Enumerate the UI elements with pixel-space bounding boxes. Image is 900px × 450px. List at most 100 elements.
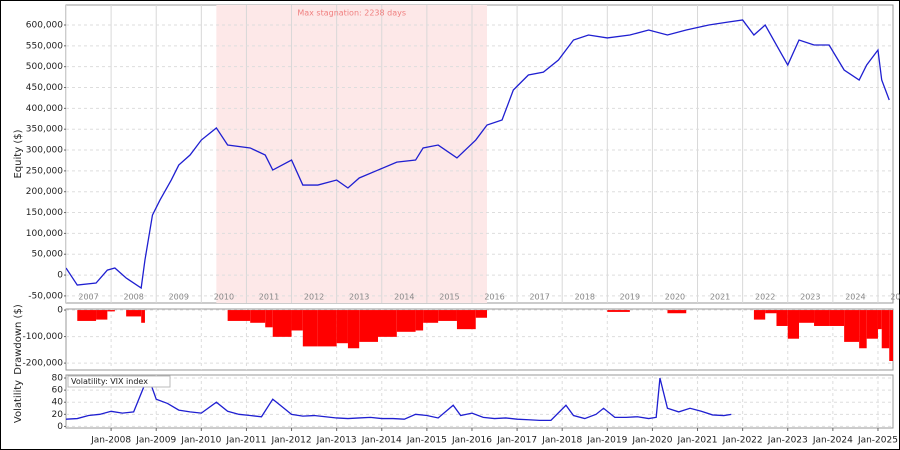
- x-tick-label: Jan-2012: [271, 436, 312, 446]
- drawdown-bar: [753, 310, 766, 320]
- plot-layer: [66, 309, 893, 370]
- y-axis-title: Equity ($): [13, 129, 24, 178]
- x-tick-label: Jan-2015: [406, 436, 447, 446]
- drawdown-bar: [881, 310, 890, 349]
- x-tick-label: Jan-2014: [361, 436, 402, 446]
- x-tick-label: Jan-2024: [812, 436, 853, 446]
- drawdown-bar: [475, 310, 488, 318]
- y-tick-label: 80: [52, 374, 64, 384]
- y-tick-label: 0: [57, 422, 63, 432]
- legend-entry: Volatility: VIX index: [71, 377, 148, 386]
- drawdown-bar: [302, 310, 318, 347]
- y-axis-title: Drawdown ($): [13, 304, 24, 375]
- drawdown-bar: [227, 310, 251, 321]
- drawdown-bar: [359, 310, 379, 342]
- drawdown-bar: [787, 310, 800, 339]
- drawdown-bar: [272, 310, 292, 337]
- x-tick-label: 2019: [620, 293, 640, 302]
- x-tick-label: 2023: [800, 293, 820, 302]
- drawdown-bar: [336, 310, 348, 344]
- drawdown-bar: [378, 310, 397, 337]
- drawdown-bar: [107, 310, 115, 312]
- y-tick-label: -50,000: [28, 291, 63, 301]
- y-axis-title: Volatility: [13, 380, 24, 423]
- x-tick-label: 2009: [169, 293, 189, 302]
- x-tick-label: 2007: [78, 293, 98, 302]
- x-tick-label: 2013: [349, 293, 369, 302]
- drawdown-bar: [347, 310, 360, 349]
- y-tick-label: -200,000: [23, 359, 64, 369]
- y-tick-label: 60: [52, 386, 64, 396]
- x-tick-label: Jan-2025: [857, 436, 898, 446]
- drawdown-bar: [96, 310, 108, 320]
- x-tick-label: 2011: [259, 293, 279, 302]
- y-tick-label: 500,000: [26, 62, 63, 72]
- x-tick-label: 2012: [304, 293, 324, 302]
- drawdown-bar: [317, 310, 337, 347]
- y-tick-label: 20: [52, 410, 64, 420]
- drawdown-bar: [265, 310, 273, 328]
- x-tick-label: 2021: [710, 293, 730, 302]
- drawdown-bar: [250, 310, 266, 323]
- drawdown-bar: [456, 310, 476, 330]
- plot-area: [65, 374, 894, 429]
- y-tick-label: 250,000: [26, 166, 63, 176]
- x-tick-label: Jan-2023: [767, 436, 808, 446]
- drawdown-bar: [889, 310, 893, 361]
- x-tick-label: Jan-2010: [180, 436, 221, 446]
- legend-box: [67, 375, 171, 388]
- y-tick-label: -100,000: [23, 332, 64, 342]
- plot-area: [65, 308, 894, 371]
- x-tick-label: Jan-2019: [586, 436, 627, 446]
- drawdown-bar: [423, 310, 439, 323]
- y-tick-label: 0: [57, 306, 63, 316]
- y-tick-label: 600,000: [26, 21, 63, 31]
- drawdown-bar: [844, 310, 860, 342]
- x-tick-label: 2016: [484, 293, 504, 302]
- y-tick-label: 450,000: [26, 83, 63, 93]
- y-tick-label: 550,000: [26, 41, 63, 51]
- stagnation-band: [216, 5, 488, 303]
- plot-layer: [66, 375, 893, 428]
- drawdown-bar: [765, 310, 777, 314]
- x-tick-label: 2017: [529, 293, 549, 302]
- drawdown-bar: [667, 310, 687, 314]
- x-tick-label: Jan-2017: [496, 436, 537, 446]
- stagnation-label: Max stagnation: 2238 days: [297, 9, 406, 18]
- x-tick-label: Jan-2018: [541, 436, 582, 446]
- x-tick-label: Jan-2022: [722, 436, 763, 446]
- x-tick-label: 2018: [575, 293, 595, 302]
- plot-layer: [66, 5, 893, 303]
- drawdown-bar: [607, 310, 630, 312]
- drawdown-bar: [141, 310, 145, 323]
- x-tick-label: 2014: [394, 293, 414, 302]
- drawdown-bar: [438, 310, 457, 321]
- drawdown-bar: [77, 310, 97, 321]
- drawdown-bar: [396, 310, 416, 332]
- drawdown-bar: [776, 310, 788, 326]
- y-tick-label: 100,000: [26, 229, 63, 239]
- x-tick-label: 2022: [755, 293, 775, 302]
- x-tick-label: 2020: [665, 293, 685, 302]
- y-tick-label: 150,000: [26, 208, 63, 218]
- drawdown-bar: [829, 310, 845, 326]
- y-tick-label: 200,000: [26, 187, 63, 197]
- x-tick-label: 2015: [439, 293, 459, 302]
- x-tick-label: 2024: [845, 293, 865, 302]
- x-tick-label: Jan-2011: [225, 436, 266, 446]
- y-tick-label: 300,000: [26, 146, 63, 156]
- line: [66, 19, 890, 290]
- y-tick-label: 0: [57, 271, 63, 281]
- x-tick-label: Jan-2020: [631, 436, 672, 446]
- y-tick-label: 50,000: [32, 250, 64, 260]
- x-tick-label: Jan-2008: [90, 436, 131, 446]
- line: [66, 376, 732, 422]
- drawdown-bar: [799, 310, 815, 323]
- drawdown-bar: [866, 310, 878, 339]
- x-tick-label: Jan-2009: [135, 436, 176, 446]
- x-tick-label: Jan-2021: [677, 436, 718, 446]
- drawdown-bar: [415, 310, 424, 331]
- drawdown-bar: [859, 310, 867, 349]
- x-tick-label: 2025: [890, 293, 900, 302]
